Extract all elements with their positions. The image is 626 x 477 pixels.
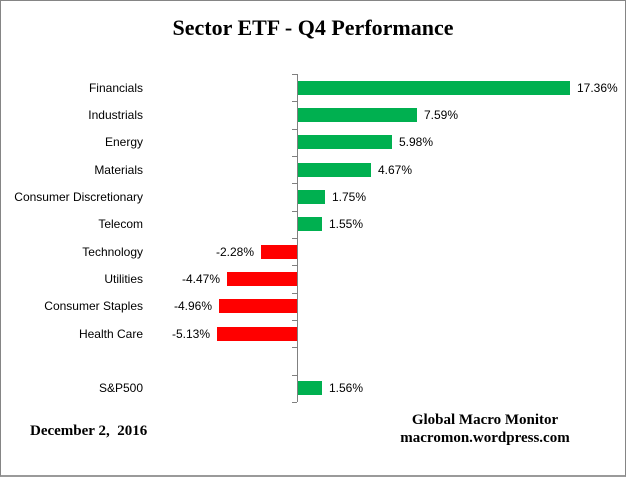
category-label: Technology [82,245,143,259]
value-label: 1.75% [332,190,367,204]
positive-bar [298,381,322,395]
value-label: 1.56% [329,381,364,395]
category-label: Consumer Discretionary [14,190,143,204]
axis-tick [292,347,297,348]
date-label: December 2, 2016 [30,423,148,439]
positive-bar [298,190,325,204]
value-label: -2.28% [215,245,254,259]
axis-tick [292,101,297,102]
axis-tick [292,293,297,294]
axis-tick [292,265,297,266]
category-label: Utilities [104,272,143,286]
source-block: Global Macro Monitor macromon.wordpress.… [375,411,595,447]
axis-tick [292,211,297,212]
value-label: -4.47% [181,272,220,286]
axis-tick [292,74,297,75]
category-label: Materials [94,163,143,177]
category-label: S&P500 [98,381,143,395]
value-label: 1.55% [329,217,364,231]
value-label: 17.36% [577,81,618,95]
negative-bar [261,245,297,259]
category-label: Consumer Staples [44,299,143,313]
negative-bar [219,299,297,313]
bar-chart: Financials 17.36% Industrials 7.59% Energy 5.… [1,74,625,403]
axis-tick [292,402,297,403]
axis-tick [292,238,297,239]
value-label: 4.67% [378,163,413,177]
positive-bar [298,163,371,177]
negative-bar [217,327,297,341]
category-label: Financials [88,81,143,95]
positive-bar [298,81,570,95]
category-label: Telecom [98,217,143,231]
source-name: Global Macro Monitor [411,412,559,428]
axis-tick [292,375,297,376]
category-label: Energy [104,135,143,149]
axis-tick [292,183,297,184]
axis-tick [292,156,297,157]
negative-bar [227,272,297,286]
category-label: Industrials [88,108,143,122]
category-label: Health Care [78,327,143,341]
source-url: macromon.wordpress.com [400,430,570,446]
value-label: -5.13% [171,327,210,341]
value-label: 5.98% [399,135,434,149]
positive-bar [298,217,322,231]
positive-bar [298,108,417,122]
value-label: -4.96% [173,299,212,313]
chart-title: Sector ETF - Q4 Performance [172,15,454,40]
y-axis [297,74,298,402]
axis-tick [292,129,297,130]
value-label: 7.59% [424,108,459,122]
positive-bar [298,135,392,149]
axis-tick [292,320,297,321]
